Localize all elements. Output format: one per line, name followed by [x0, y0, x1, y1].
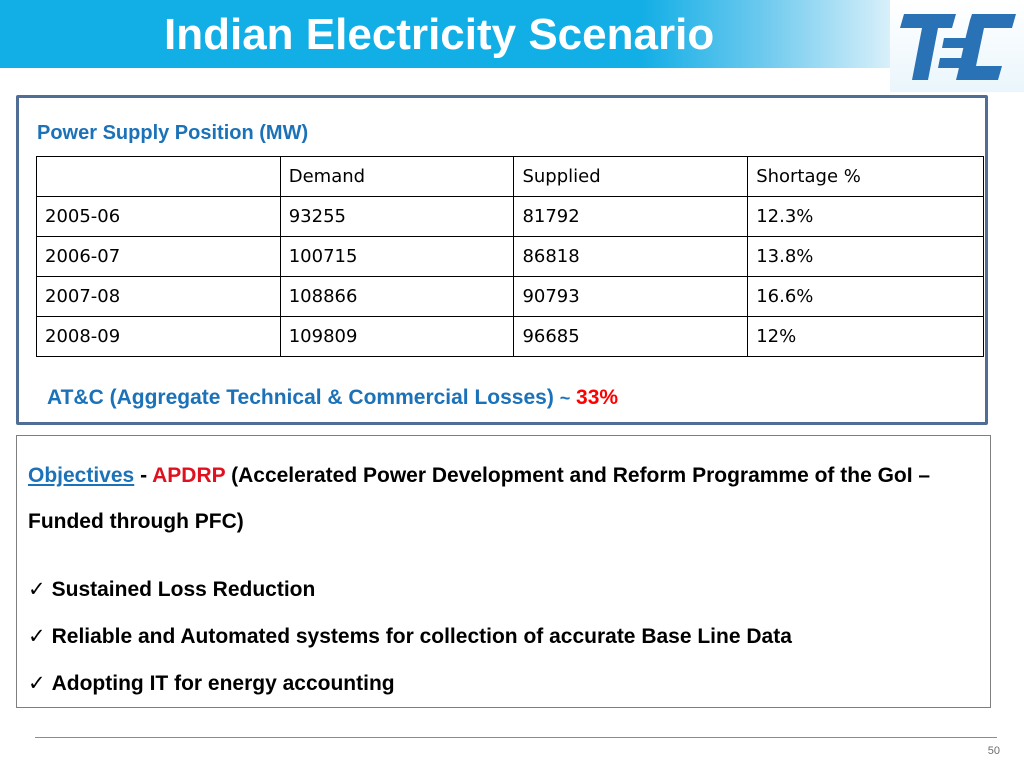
- objectives-separator: -: [134, 464, 153, 487]
- objectives-list: ✓ Sustained Loss Reduction ✓ Reliable and …: [28, 566, 792, 707]
- header-band: [0, 0, 890, 68]
- table-cell: 12%: [747, 316, 984, 357]
- table-cell: 96685: [513, 316, 749, 357]
- table-cell: 81792: [513, 196, 749, 237]
- table-row: 2006-07 100715 86818 13.8%: [36, 236, 984, 277]
- table-header-cell: [36, 156, 281, 197]
- objectives-keyword: Objectives: [28, 464, 135, 487]
- atc-losses-line: AT&C (Aggregate Technical & Commercial L…: [47, 385, 618, 411]
- objectives-description: (Accelerated Power Development and Refor…: [28, 464, 931, 533]
- table-header-row: Demand Supplied Shortage %: [36, 156, 984, 197]
- page-number: 50: [987, 745, 1000, 757]
- table-cell: 2005-06: [36, 196, 281, 237]
- atc-losses-label: AT&C (Aggregate Technical & Commercial L…: [47, 386, 554, 409]
- table-header-cell: Supplied: [513, 156, 749, 197]
- table-header-cell: Shortage %: [747, 156, 984, 197]
- list-item-text: Reliable and Automated systems for colle…: [51, 625, 792, 648]
- list-item: ✓ Adopting IT for energy accounting: [28, 660, 792, 707]
- power-supply-panel: Power Supply Position (MW) Demand Suppli…: [16, 95, 988, 425]
- table-cell: 108866: [279, 276, 515, 317]
- atc-losses-tilde: ~: [559, 388, 571, 408]
- company-logo: [890, 0, 1024, 92]
- footer-divider: [35, 737, 997, 738]
- table-cell: 90793: [513, 276, 749, 317]
- objectives-panel: Objectives - APDRP (Accelerated Power De…: [16, 435, 991, 708]
- table-row: 2005-06 93255 81792 12.3%: [36, 196, 984, 237]
- apdrp-acronym: APDRP: [152, 464, 226, 487]
- list-item: ✓ Sustained Loss Reduction: [28, 566, 792, 613]
- table-header-cell: Demand: [279, 156, 515, 197]
- table-cell: 2008-09: [36, 316, 281, 357]
- checkmark-icon: ✓: [28, 624, 46, 648]
- objectives-statement: Objectives - APDRP (Accelerated Power De…: [28, 453, 988, 545]
- table-cell: 13.8%: [747, 236, 984, 277]
- table-cell: 86818: [513, 236, 749, 277]
- table-cell: 2006-07: [36, 236, 281, 277]
- power-supply-heading: Power Supply Position (MW): [37, 122, 309, 144]
- table-row: 2007-08 108866 90793 16.6%: [36, 276, 984, 317]
- table-cell: 109809: [279, 316, 515, 357]
- list-item: ✓ Reliable and Automated systems for coll…: [28, 613, 792, 660]
- atc-losses-value: 33%: [576, 386, 619, 409]
- checkmark-icon: ✓: [28, 671, 46, 695]
- list-item-text: Sustained Loss Reduction: [51, 578, 316, 601]
- table-cell: 2007-08: [36, 276, 281, 317]
- power-supply-table: Demand Supplied Shortage % 2005-06 93255…: [36, 156, 984, 357]
- list-item-text: Adopting IT for energy accounting: [51, 672, 395, 695]
- tec-logo-icon: [900, 14, 1016, 80]
- table-cell: 16.6%: [747, 276, 984, 317]
- table-cell: 12.3%: [747, 196, 984, 237]
- table-row: 2008-09 109809 96685 12%: [36, 316, 984, 357]
- checkmark-icon: ✓: [28, 577, 46, 601]
- slide-title: Indian Electricity Scenario: [164, 10, 715, 59]
- table-cell: 100715: [279, 236, 515, 277]
- table-cell: 93255: [279, 196, 515, 237]
